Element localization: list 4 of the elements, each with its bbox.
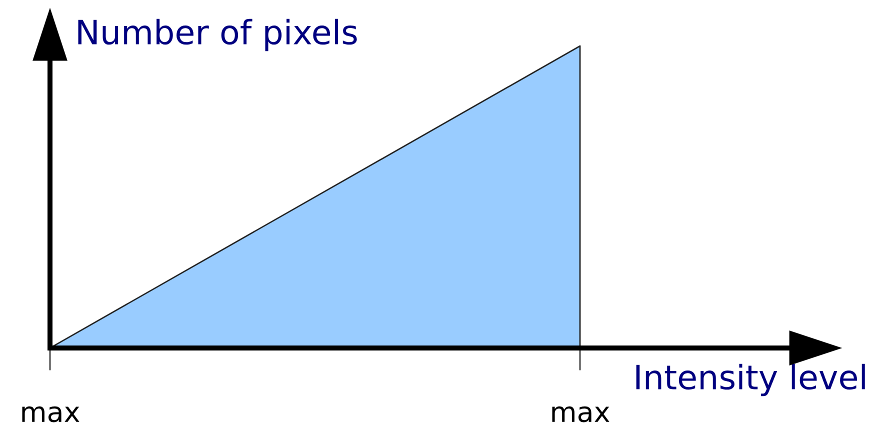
x-axis-title: Intensity level bbox=[636, 364, 865, 396]
y-axis-title: Number of pixels bbox=[78, 18, 357, 52]
x-tick-label: max bbox=[22, 406, 80, 422]
x-tick-label: max bbox=[552, 406, 610, 422]
